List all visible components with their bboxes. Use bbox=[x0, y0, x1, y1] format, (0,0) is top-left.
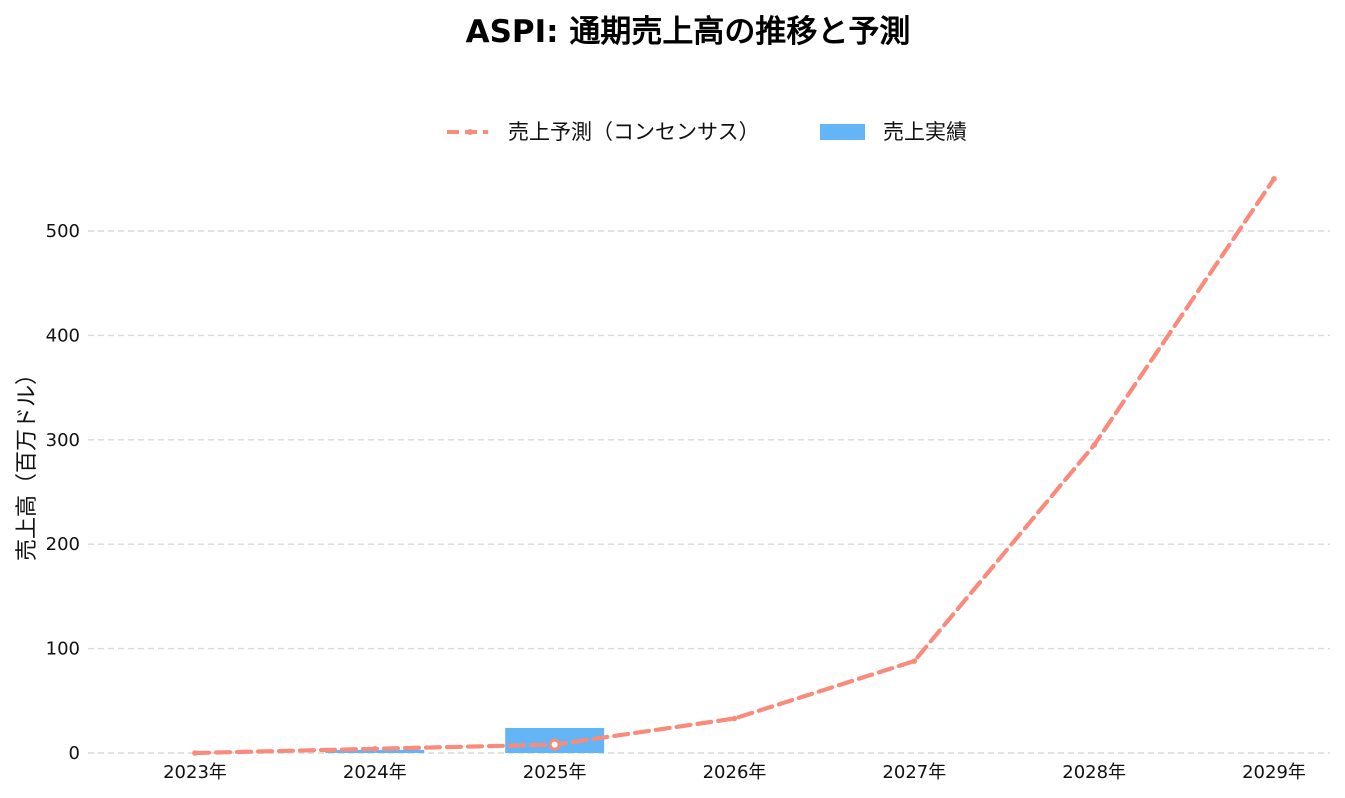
x-tick-label: 2025年 bbox=[523, 762, 587, 783]
x-tick-labels: 2023年 2024年 2025年 2026年 2027年 2028年 2029年 bbox=[163, 762, 1306, 783]
legend-item-forecast: 売上予測（コンセンサス） bbox=[447, 120, 760, 144]
legend-forecast-label: 売上予測（コンセンサス） bbox=[508, 120, 760, 144]
y-tick-label: 0 bbox=[69, 743, 80, 764]
forecast-point bbox=[911, 658, 918, 664]
forecast-point bbox=[192, 750, 198, 756]
forecast-point bbox=[372, 746, 378, 752]
x-tick-label: 2027年 bbox=[882, 762, 946, 783]
forecast-point bbox=[1091, 442, 1097, 448]
y-axis-label: 売上高（百万ドル） bbox=[15, 363, 40, 561]
grid-lines bbox=[88, 230, 1330, 754]
x-tick-label: 2023年 bbox=[163, 762, 227, 783]
y-tick-label: 100 bbox=[46, 639, 80, 660]
y-tick-label: 500 bbox=[46, 221, 80, 242]
y-tick-label: 200 bbox=[46, 534, 80, 555]
chart-title: ASPI: 通期売上高の推移と予測 bbox=[466, 14, 911, 50]
legend-forecast-marker bbox=[467, 129, 473, 135]
y-tick-labels: 0 100 200 300 400 500 bbox=[46, 221, 80, 764]
forecast-point bbox=[548, 738, 561, 751]
forecast-point bbox=[731, 715, 738, 722]
legend-item-actual: 売上実績 bbox=[820, 120, 967, 144]
x-tick-label: 2028年 bbox=[1062, 762, 1126, 783]
x-tick-label: 2026年 bbox=[703, 762, 767, 783]
y-tick-label: 300 bbox=[46, 430, 80, 451]
forecast-point bbox=[1271, 176, 1277, 182]
forecast-line bbox=[192, 176, 1277, 756]
x-tick-label: 2029年 bbox=[1242, 762, 1306, 783]
legend-actual-swatch bbox=[820, 124, 865, 140]
line-series bbox=[192, 176, 1277, 756]
legend: 売上予測（コンセンサス） 売上実績 bbox=[447, 120, 967, 144]
legend-actual-label: 売上実績 bbox=[883, 120, 967, 144]
x-tick-label: 2024年 bbox=[343, 762, 407, 783]
y-tick-label: 400 bbox=[46, 325, 80, 346]
